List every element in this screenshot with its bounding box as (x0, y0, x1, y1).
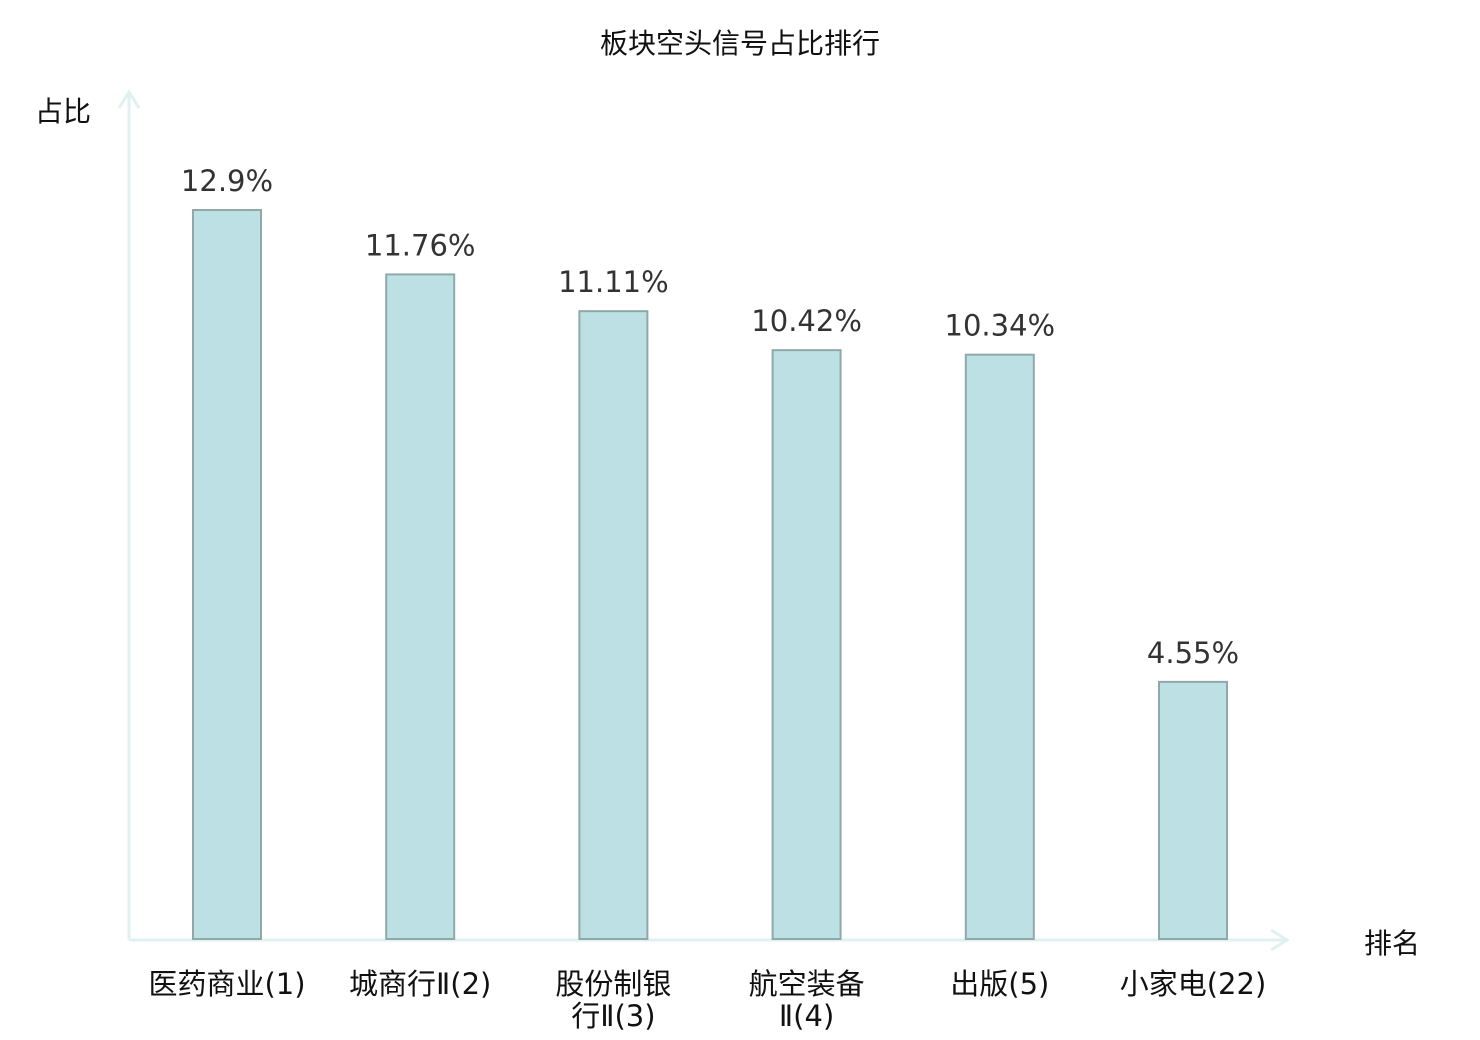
bar (578, 310, 649, 940)
category-label: 小家电(22) (1120, 967, 1267, 1001)
chart-title: 板块空头信号占比排行 (600, 27, 880, 60)
value-label: 12.9% (181, 164, 273, 198)
bar (192, 209, 262, 940)
bar (385, 273, 456, 940)
category-label-line: 医药商业(1) (148, 967, 305, 1001)
value-label: 11.76% (365, 228, 476, 262)
category-label-line: 行Ⅱ(3) (571, 999, 655, 1033)
category-label: 股份制银行Ⅱ(3) (555, 967, 671, 1033)
category-label-line: 航空装备 (749, 967, 865, 1001)
bar (964, 353, 1035, 941)
category-label: 出版(5) (950, 967, 1049, 1001)
category-label-line: 小家电(22) (1120, 967, 1267, 1001)
y-axis-arrow (117, 89, 141, 109)
category-label-line: Ⅱ(4) (779, 999, 834, 1033)
labels: 12.9% 医药商业(1) 11.76% 城商行Ⅱ(2) 11.11% 股份制银行Ⅱ(3)… (148, 164, 1266, 1033)
axes (117, 89, 1290, 952)
category-label-line: 出版(5) (950, 967, 1049, 1001)
category-label: 城商行Ⅱ(2) (349, 967, 491, 1001)
x-axis-arrow (1270, 928, 1290, 952)
category-label: 医药商业(1) (148, 967, 305, 1001)
category-label: 航空装备 Ⅱ(4) (749, 967, 865, 1033)
y-axis-label: 占比 (35, 95, 91, 128)
bar (771, 349, 842, 940)
value-label: 11.11% (558, 265, 669, 299)
value-label: 4.55% (1147, 636, 1239, 670)
value-label: 10.34% (945, 309, 1056, 343)
value-label: 10.42% (751, 304, 862, 338)
x-axis-label: 排名 (1364, 927, 1420, 960)
category-label-line: 城商行Ⅱ(2) (349, 967, 491, 1001)
bar (1158, 680, 1228, 940)
bars (192, 209, 1228, 941)
category-label-line: 股份制银 (555, 967, 671, 1001)
